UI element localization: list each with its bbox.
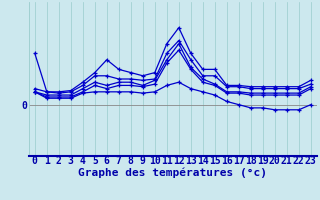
X-axis label: Graphe des températures (°c): Graphe des températures (°c) [78, 167, 267, 178]
